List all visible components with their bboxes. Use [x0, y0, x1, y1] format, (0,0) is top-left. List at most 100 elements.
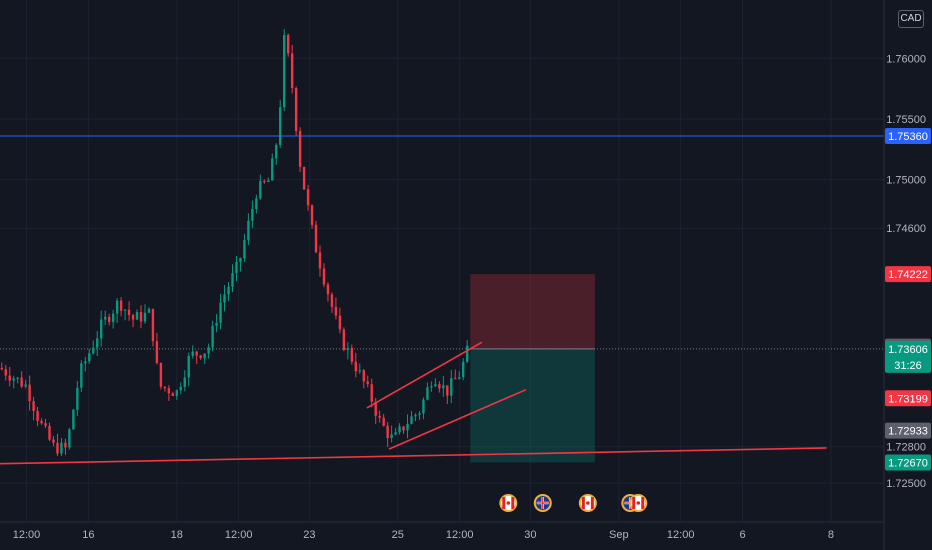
chart-grid — [0, 0, 884, 522]
candle-body — [334, 306, 338, 316]
candle-body — [342, 329, 346, 350]
flag-band — [641, 497, 645, 509]
price-tag-label: 1.73199 — [888, 393, 928, 405]
time-tick-label: 18 — [171, 529, 183, 541]
candle-body — [446, 385, 449, 396]
candle-body — [414, 414, 417, 417]
candle-body — [52, 439, 55, 443]
candle-body — [211, 325, 214, 348]
candle-body — [326, 284, 330, 295]
candle-body — [330, 294, 334, 307]
time-tick-label: 6 — [739, 529, 745, 541]
candle-body — [76, 387, 79, 410]
candle-body — [32, 401, 35, 411]
candle-body — [350, 347, 354, 362]
price-tag-label: 1.75360 — [888, 131, 928, 143]
time-tick-label: 16 — [82, 529, 94, 541]
candle-body — [318, 252, 322, 269]
time-tick-label: 25 — [392, 529, 404, 541]
candle-body — [243, 240, 246, 259]
trendline[interactable] — [388, 388, 527, 450]
candle-body — [462, 361, 465, 378]
candle-body — [88, 353, 91, 362]
candle-body — [215, 322, 218, 326]
candle-body — [390, 434, 393, 438]
candle-body — [358, 370, 361, 372]
candle-body — [310, 205, 314, 225]
candle-body — [151, 308, 155, 342]
candle-body — [179, 386, 182, 391]
candle-body — [203, 353, 206, 359]
candle-body — [56, 442, 59, 454]
candle-body — [28, 384, 31, 402]
position-tool[interactable] — [470, 274, 595, 463]
candle-body — [438, 384, 441, 389]
price-tag-label: 1.74222 — [888, 269, 928, 281]
candle-body — [235, 262, 238, 274]
candle-body — [48, 425, 51, 440]
time-axis: 12:00 16 18 12:00 23 25 12:00 30 Sep 12:00 6 8 — [0, 521, 932, 550]
candle-body — [382, 417, 385, 426]
candle-body — [247, 220, 250, 241]
candle-body — [159, 363, 163, 387]
horizontal-lines[interactable] — [0, 135, 884, 350]
trendline[interactable] — [0, 447, 827, 465]
candle-body — [60, 442, 63, 454]
price-tag — [885, 340, 931, 373]
economic-events[interactable] — [499, 494, 648, 512]
candle-body — [219, 302, 222, 323]
time-tick-label: 12:00 — [667, 529, 695, 541]
time-tick-label: 8 — [828, 529, 834, 541]
time-tick-label: Sep — [609, 529, 629, 541]
candle-body — [227, 286, 230, 295]
candle-body — [263, 181, 266, 183]
candle-body — [255, 198, 258, 210]
candle-body — [36, 410, 39, 421]
candle-body — [119, 300, 123, 311]
price-tag — [885, 422, 931, 439]
candle-body — [147, 308, 151, 313]
candle-body — [454, 378, 457, 380]
candle-body — [426, 387, 429, 400]
candle-body — [298, 131, 302, 167]
candle-body — [370, 384, 373, 402]
price-tick-label: 1.72800 — [886, 442, 926, 454]
candle-body — [275, 144, 278, 159]
trendlines[interactable] — [0, 341, 827, 465]
candle-body — [290, 53, 294, 89]
candle-body — [4, 369, 7, 376]
candlestick-series — [0, 29, 469, 456]
candle-body — [127, 309, 131, 316]
candle-body — [422, 399, 425, 414]
candle-body — [131, 315, 135, 320]
candle-body — [183, 377, 186, 387]
candle-body — [283, 34, 286, 108]
price-tag — [885, 127, 931, 144]
candle-body — [362, 370, 365, 382]
candle-body — [0, 367, 3, 370]
candle-body — [195, 351, 198, 356]
candle-body — [398, 426, 401, 433]
candle-body — [12, 378, 15, 381]
candle-body — [115, 300, 119, 314]
candle-body — [187, 355, 190, 378]
currency-badge[interactable]: CAD — [898, 10, 924, 28]
candle-body — [191, 351, 194, 356]
candle-body — [24, 384, 27, 387]
price-tick-label: 1.72500 — [886, 478, 926, 490]
candle-body — [123, 309, 127, 311]
countdown-label: 31:26 — [894, 360, 922, 372]
candle-body — [199, 355, 202, 359]
candle-body — [267, 180, 270, 182]
candle-body — [271, 158, 274, 181]
candle-body — [207, 347, 210, 354]
flag-band — [511, 497, 515, 509]
trendline[interactable] — [366, 341, 483, 409]
time-axis-bg — [0, 522, 932, 550]
stop-loss-zone[interactable] — [470, 274, 595, 349]
candle-body — [430, 386, 433, 388]
maple-leaf — [636, 501, 641, 505]
time-tick-label: 12:00 — [225, 529, 253, 541]
candle-body — [314, 224, 318, 253]
